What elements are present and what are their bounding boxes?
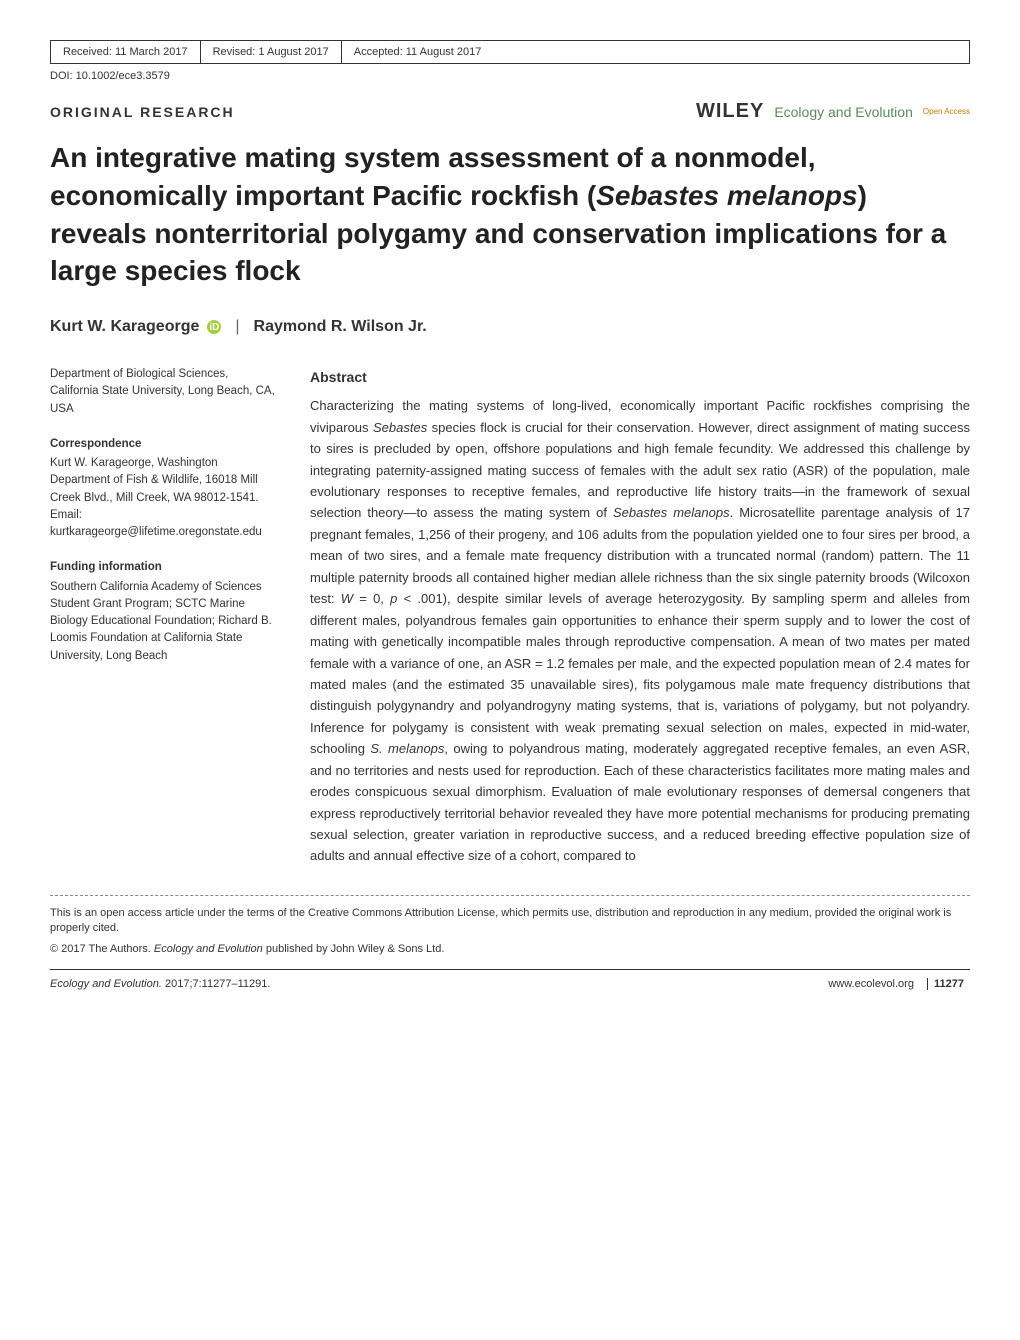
header-row: ORIGINAL RESEARCH WILEY Ecology and Evol… xyxy=(50,100,970,123)
revised-label: Revised: xyxy=(213,46,256,58)
abstract-body: Characterizing the mating systems of lon… xyxy=(310,395,970,867)
article-title: An integrative mating system assessment … xyxy=(50,139,970,290)
license-text: This is an open access article under the… xyxy=(50,906,970,937)
journal-url[interactable]: www.ecolevol.org xyxy=(828,978,914,990)
footer-divider: This is an open access article under the… xyxy=(50,895,970,955)
abstract-italic: Sebastes xyxy=(373,420,427,435)
revised-cell: Revised: 1 August 2017 xyxy=(201,41,342,63)
open-access-badge: Open Access xyxy=(923,107,970,116)
main-grid: Department of Biological Sciences, Calif… xyxy=(50,366,970,867)
abstract-text: , owing to polyandrous mating, moderatel… xyxy=(310,741,970,863)
footer-bar: Ecology and Evolution. 2017;7:11277–1129… xyxy=(50,969,970,990)
affiliation-text: Department of Biological Sciences, Calif… xyxy=(50,366,280,418)
accepted-date: 11 August 2017 xyxy=(406,46,482,58)
footer-right: www.ecolevol.org 11277 xyxy=(828,978,970,990)
funding-block: Funding information Southern California … xyxy=(50,559,280,665)
journal-brand: WILEY Ecology and Evolution Open Access xyxy=(696,100,970,123)
funding-heading: Funding information xyxy=(50,559,280,576)
author-1: Kurt W. Karageorge xyxy=(50,318,199,336)
accepted-cell: Accepted: 11 August 2017 xyxy=(342,41,494,63)
main-content: Abstract Characterizing the mating syste… xyxy=(310,366,970,867)
author-2: Raymond R. Wilson Jr. xyxy=(254,318,427,336)
revised-date: 1 August 2017 xyxy=(258,46,328,58)
author-separator: | xyxy=(235,318,239,336)
metadata-topbar: Received: 11 March 2017 Revised: 1 Augus… xyxy=(50,40,970,64)
received-date: 11 March 2017 xyxy=(115,46,188,58)
wiley-logo: WILEY xyxy=(696,100,764,123)
received-label: Received: xyxy=(63,46,112,58)
abstract-text: = 0, xyxy=(353,591,390,606)
received-cell: Received: 11 March 2017 xyxy=(51,41,201,63)
page-container: Received: 11 March 2017 Revised: 1 Augus… xyxy=(0,0,1020,1020)
correspondence-body: Kurt W. Karageorge, Washington Departmen… xyxy=(50,455,280,507)
copyright-text: © 2017 The Authors. Ecology and Evolutio… xyxy=(50,943,970,955)
correspondence-heading: Correspondence xyxy=(50,436,280,453)
abstract-italic: Sebastes melanops xyxy=(613,505,730,520)
journal-name: Ecology and Evolution xyxy=(774,104,913,120)
doi-text: DOI: 10.1002/ece3.3579 xyxy=(50,70,970,82)
correspondence-email[interactable]: Email: kurtkarageorge@lifetime.oregonsta… xyxy=(50,507,280,542)
abstract-italic: S. melanops xyxy=(370,741,444,756)
affiliation-block: Department of Biological Sciences, Calif… xyxy=(50,366,280,418)
abstract-heading: Abstract xyxy=(310,366,970,389)
correspondence-block: Correspondence Kurt W. Karageorge, Washi… xyxy=(50,436,280,542)
funding-body: Southern California Academy of Sciences … xyxy=(50,579,280,665)
abstract-text: < .001), despite similar levels of avera… xyxy=(310,591,970,756)
author-list: Kurt W. Karageorge iD | Raymond R. Wilso… xyxy=(50,318,970,336)
accepted-label: Accepted: xyxy=(354,46,403,58)
abstract-italic: W xyxy=(341,591,353,606)
orcid-icon[interactable]: iD xyxy=(207,320,221,334)
article-type: ORIGINAL RESEARCH xyxy=(50,104,235,120)
sidebar: Department of Biological Sciences, Calif… xyxy=(50,366,280,867)
page-number: 11277 xyxy=(927,978,970,990)
citation-text: Ecology and Evolution. 2017;7:11277–1129… xyxy=(50,978,270,990)
